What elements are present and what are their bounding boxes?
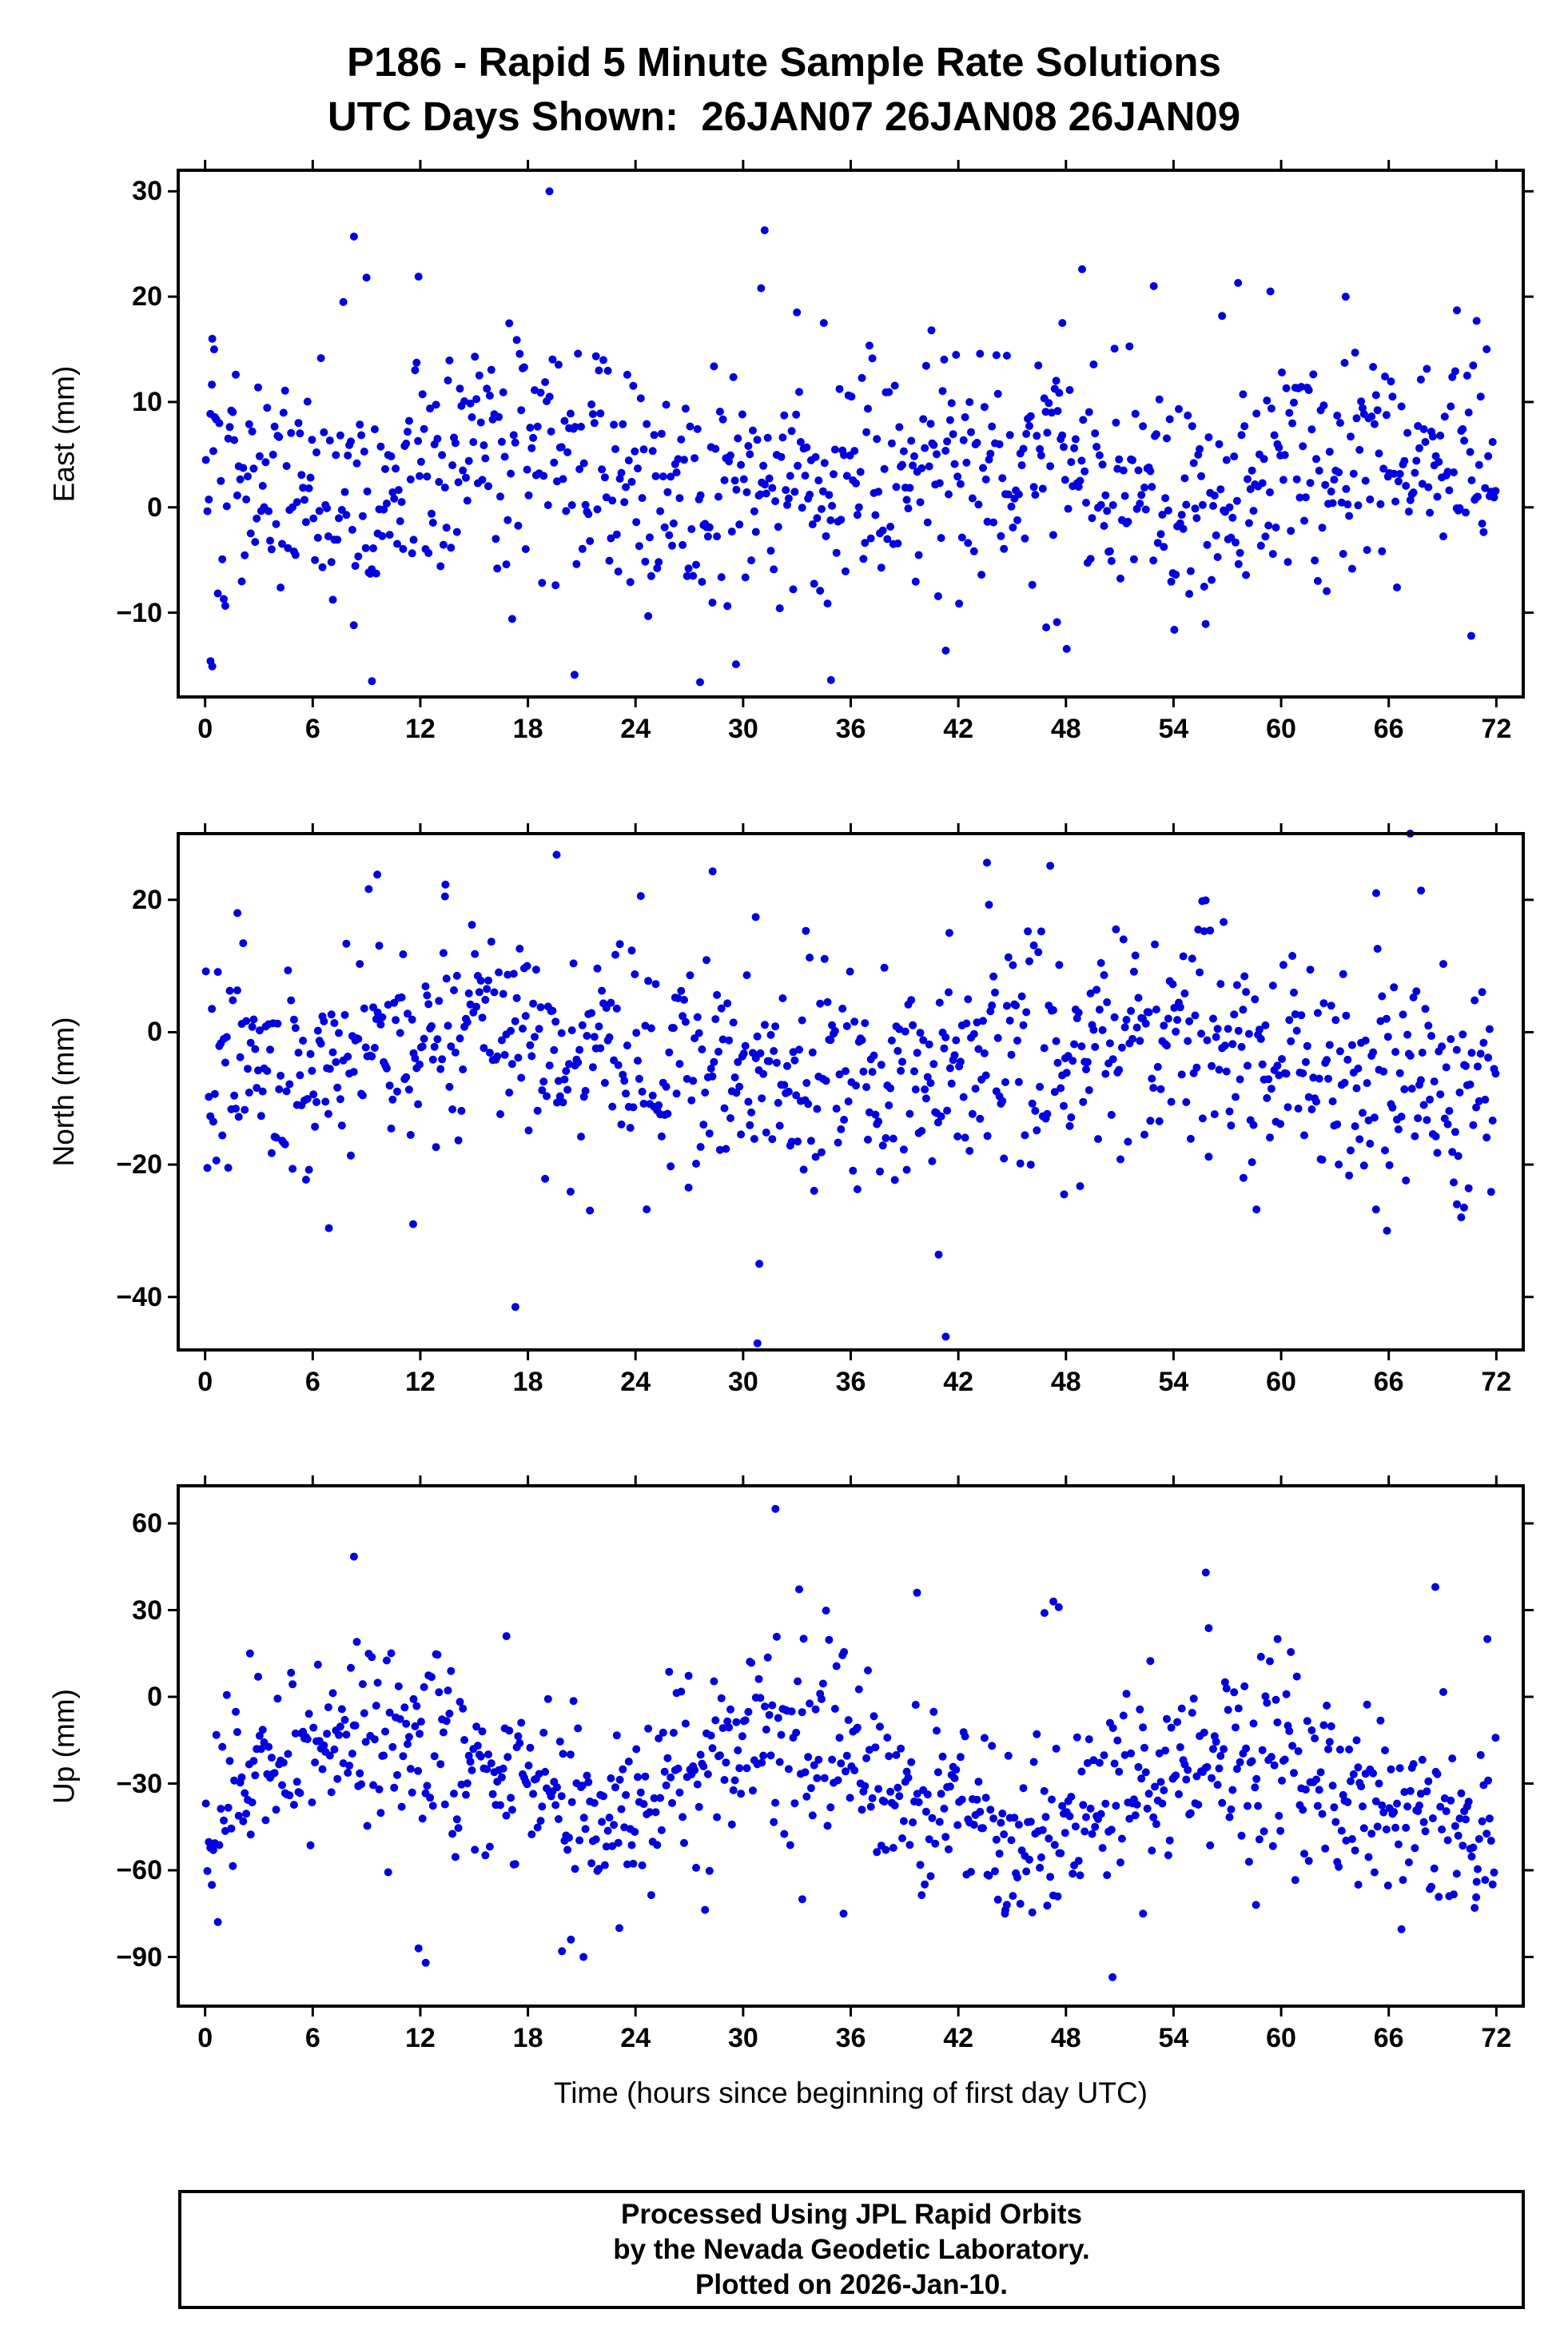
x-tick-label: 72 xyxy=(1481,714,1512,744)
y-tick-label: −40 xyxy=(116,1281,162,1312)
axis-ticks xyxy=(168,823,1534,1360)
x-tick-label: 18 xyxy=(512,1367,543,1397)
x-tick-label: 12 xyxy=(405,714,436,744)
x-tick-label: 42 xyxy=(943,714,974,744)
x-tick-label: 18 xyxy=(512,2023,543,2053)
x-tick-label: 12 xyxy=(405,2023,436,2053)
x-tick-label: 12 xyxy=(405,1367,436,1397)
y-tick-label: −90 xyxy=(116,1941,162,1973)
x-tick-label: 36 xyxy=(835,714,866,744)
x-tick-label: 6 xyxy=(304,714,320,744)
y-tick-label: 60 xyxy=(132,1508,162,1539)
scatter-points xyxy=(201,187,1500,687)
x-tick-label: 30 xyxy=(727,1367,758,1397)
x-tick-label: 0 xyxy=(197,2023,213,2053)
footer-line-1: Processed Using JPL Rapid Orbits xyxy=(620,2198,1083,2230)
x-tick-label: 54 xyxy=(1158,714,1189,744)
x-tick-label: 6 xyxy=(304,1367,320,1397)
y-tick-label: 0 xyxy=(147,1017,162,1048)
y-tick-label: 30 xyxy=(132,1595,162,1626)
x-tick-label: 60 xyxy=(1266,2023,1296,2053)
x-tick-label: 66 xyxy=(1373,714,1404,744)
chart-title: P186 - Rapid 5 Minute Sample Rate Soluti… xyxy=(0,35,1568,144)
scatter-points xyxy=(201,1504,1500,1981)
x-tick-label: 0 xyxy=(197,714,213,744)
y-tick-label: 10 xyxy=(132,386,162,417)
x-tick-label: 0 xyxy=(197,1367,213,1397)
up-axis-label: Up (mm) xyxy=(47,1688,80,1804)
y-tick-label: 0 xyxy=(147,492,162,523)
x-tick-label: 48 xyxy=(1050,714,1081,744)
chart-title-line2: UTC Days Shown: 26JAN07 26JAN08 26JAN09 xyxy=(327,94,1241,139)
x-axis-label: Time (hours since beginning of first day… xyxy=(553,2076,1148,2109)
x-tick-label: 54 xyxy=(1158,1367,1189,1397)
plot-frame xyxy=(177,169,1525,699)
x-tick-label: 24 xyxy=(620,714,651,744)
x-tick-label: 24 xyxy=(620,2023,651,2053)
x-tick-label: 30 xyxy=(727,714,758,744)
x-tick-label: 66 xyxy=(1373,2023,1404,2053)
y-tick-label: 20 xyxy=(132,281,162,313)
plot-frame xyxy=(177,832,1525,1352)
x-tick-label: 6 xyxy=(304,2023,320,2053)
footer-line-3: Plotted on 2026-Jan-10. xyxy=(695,2268,1008,2300)
footer-line-2: by the Nevada Geodetic Laboratory. xyxy=(613,2233,1090,2265)
y-tick-label: 0 xyxy=(147,1682,162,1713)
x-tick-label: 48 xyxy=(1050,2023,1081,2053)
y-tick-label: −60 xyxy=(116,1855,162,1886)
x-tick-label: 72 xyxy=(1481,2023,1512,2053)
y-tick-label: 30 xyxy=(132,176,162,207)
x-tick-label: 60 xyxy=(1266,1367,1296,1397)
x-tick-label: 30 xyxy=(727,2023,758,2053)
footer-box: Processed Using JPL Rapid Orbits by the … xyxy=(178,2190,1525,2309)
chart-title-line1: P186 - Rapid 5 Minute Sample Rate Soluti… xyxy=(347,39,1221,85)
x-tick-label: 54 xyxy=(1158,2023,1189,2053)
scatter-points xyxy=(201,830,1500,1348)
x-tick-label: 18 xyxy=(512,714,543,744)
east-scatter-panel xyxy=(168,160,1534,707)
x-tick-label: 36 xyxy=(835,1367,866,1397)
y-tick-label: −20 xyxy=(116,1149,162,1180)
x-tick-label: 48 xyxy=(1050,1367,1081,1397)
x-tick-label: 72 xyxy=(1481,1367,1512,1397)
north-scatter-panel xyxy=(168,823,1534,1360)
x-tick-label: 24 xyxy=(620,1367,651,1397)
y-tick-label: −10 xyxy=(116,597,162,628)
y-tick-label: 20 xyxy=(132,884,162,915)
y-tick-label: −30 xyxy=(116,1768,162,1799)
axis-ticks xyxy=(168,160,1534,707)
x-tick-label: 36 xyxy=(835,2023,866,2053)
x-tick-label: 66 xyxy=(1373,1367,1404,1397)
x-tick-label: 42 xyxy=(943,2023,974,2053)
plot-frame xyxy=(177,1484,1525,2008)
up-scatter-panel xyxy=(168,1475,1534,2017)
axis-ticks xyxy=(168,1475,1534,2017)
x-tick-label: 42 xyxy=(943,1367,974,1397)
x-tick-label: 60 xyxy=(1266,714,1296,744)
